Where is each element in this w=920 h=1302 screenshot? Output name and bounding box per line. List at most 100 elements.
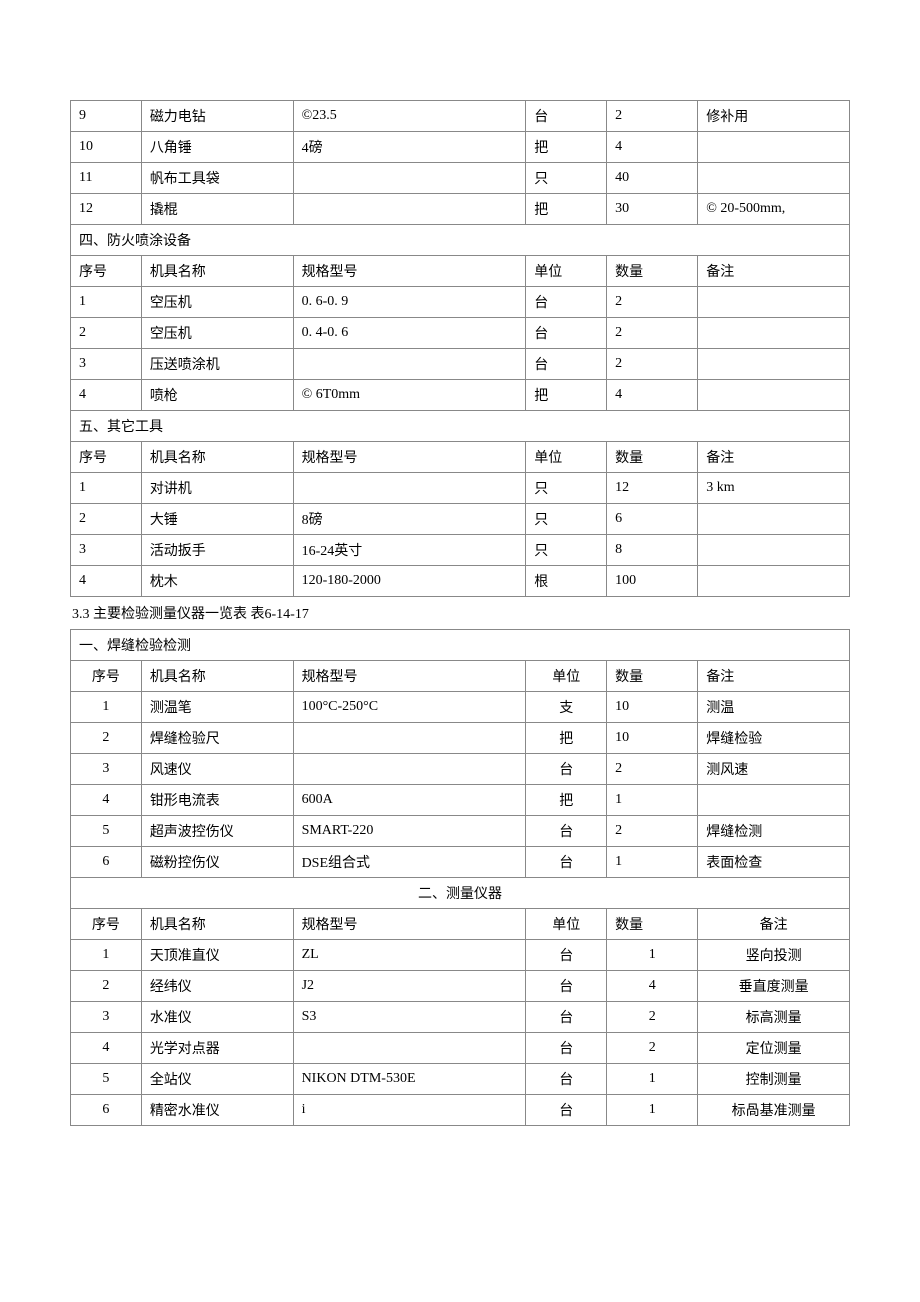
table-row: 10 八角锤 4磅 把 4 [71, 132, 850, 163]
cell-num: 1 [71, 940, 142, 971]
header-row: 序号 机具名称 规格型号 单位 数量 备注 [71, 661, 850, 692]
header-qty: 数量 [607, 909, 698, 940]
cell-name: 磁粉控伤仪 [141, 847, 293, 878]
cell-note: 表面检查 [698, 847, 850, 878]
cell-spec [293, 723, 526, 754]
cell-num: 4 [71, 785, 142, 816]
cell-spec: ©23.5 [293, 101, 526, 132]
cell-note [698, 132, 850, 163]
header-spec: 规格型号 [293, 256, 526, 287]
cell-name: 测温笔 [141, 692, 293, 723]
cell-unit: 只 [526, 535, 607, 566]
cell-note: 竖向投测 [698, 940, 850, 971]
cell-qty: 2 [607, 318, 698, 349]
cell-num: 2 [71, 971, 142, 1002]
cell-unit: 把 [526, 194, 607, 225]
cell-qty: 4 [607, 971, 698, 1002]
table-row: 4 枕木 120-180-2000 根 100 [71, 566, 850, 597]
cell-note: 标高测量 [698, 1002, 850, 1033]
cell-name: 压送喷涂机 [141, 349, 293, 380]
cell-name: 全站仪 [141, 1064, 293, 1095]
cell-unit: 把 [526, 380, 607, 411]
cell-unit: 台 [526, 1002, 607, 1033]
cell-num: 6 [71, 847, 142, 878]
cell-note: 焊缝检测 [698, 816, 850, 847]
header-note: 备注 [698, 909, 850, 940]
section-title: 四、防火喷涂设备 [71, 225, 850, 256]
table-row: 5 超声波控伤仪 SMART-220 台 2 焊缝检测 [71, 816, 850, 847]
cell-unit: 台 [526, 1033, 607, 1064]
cell-qty: 40 [607, 163, 698, 194]
cell-note: © 20-500mm, [698, 194, 850, 225]
table-row: 1 测温笔 100°C-250°C 支 10 测温 [71, 692, 850, 723]
cell-qty: 1 [607, 1064, 698, 1095]
cell-spec: © 6T0mm [293, 380, 526, 411]
cell-name: 空压机 [141, 318, 293, 349]
document-content: 9 磁力电钻 ©23.5 台 2 修补用 10 八角锤 4磅 把 4 11 帆布… [70, 100, 850, 1126]
cell-spec [293, 194, 526, 225]
table-row: 2 大锤 8磅 只 6 [71, 504, 850, 535]
cell-note: 垂直度测量 [698, 971, 850, 1002]
table-row: 3 活动扳手 16-24英寸 只 8 [71, 535, 850, 566]
cell-num: 5 [71, 1064, 142, 1095]
cell-num: 2 [71, 723, 142, 754]
header-row: 序号 机具名称 规格型号 单位 数量 备注 [71, 256, 850, 287]
cell-note: 测风速 [698, 754, 850, 785]
cell-qty: 6 [607, 504, 698, 535]
cell-note [698, 380, 850, 411]
cell-name: 撬棍 [141, 194, 293, 225]
table-row: 2 经纬仪 J2 台 4 垂直度测量 [71, 971, 850, 1002]
cell-num: 3 [71, 754, 142, 785]
header-name: 机具名称 [141, 256, 293, 287]
section-title: 二、测量仪器 [71, 878, 850, 909]
cell-name: 焊缝检验尺 [141, 723, 293, 754]
table-row: 4 光学对点器 台 2 定位测量 [71, 1033, 850, 1064]
table-row: 9 磁力电钻 ©23.5 台 2 修补用 [71, 101, 850, 132]
cell-unit: 台 [526, 971, 607, 1002]
cell-qty: 1 [607, 847, 698, 878]
header-unit: 单位 [526, 256, 607, 287]
header-spec: 规格型号 [293, 661, 526, 692]
table-row: 3 水准仪 S3 台 2 标高测量 [71, 1002, 850, 1033]
table-row: 5 全站仪 NIKON DTM-530E 台 1 控制测量 [71, 1064, 850, 1095]
cell-spec: DSE组合式 [293, 847, 526, 878]
instrument-table: 一、焊缝检验检测 序号 机具名称 规格型号 单位 数量 备注 1 测温笔 100… [70, 629, 850, 1126]
cell-unit: 台 [526, 349, 607, 380]
cell-num: 1 [71, 473, 142, 504]
cell-spec: NIKON DTM-530E [293, 1064, 526, 1095]
cell-qty: 2 [607, 101, 698, 132]
header-unit: 单位 [526, 909, 607, 940]
cell-note [698, 287, 850, 318]
table-row: 4 钳形电流表 600A 把 1 [71, 785, 850, 816]
cell-num: 6 [71, 1095, 142, 1126]
cell-unit: 台 [526, 940, 607, 971]
cell-num: 11 [71, 163, 142, 194]
cell-spec [293, 163, 526, 194]
cell-spec: 120-180-2000 [293, 566, 526, 597]
cell-name: 空压机 [141, 287, 293, 318]
header-unit: 单位 [526, 661, 607, 692]
cell-qty: 2 [607, 754, 698, 785]
section-title: 一、焊缝检验检测 [71, 630, 850, 661]
cell-name: 对讲机 [141, 473, 293, 504]
cell-qty: 12 [607, 473, 698, 504]
cell-unit: 台 [526, 1064, 607, 1095]
cell-name: 大锤 [141, 504, 293, 535]
cell-note: 定位测量 [698, 1033, 850, 1064]
cell-spec: i [293, 1095, 526, 1126]
cell-spec [293, 754, 526, 785]
cell-spec: ZL [293, 940, 526, 971]
table-row: 1 空压机 0. 6-0. 9 台 2 [71, 287, 850, 318]
cell-qty: 10 [607, 692, 698, 723]
cell-spec [293, 1033, 526, 1064]
section-header-row: 一、焊缝检验检测 [71, 630, 850, 661]
header-num: 序号 [71, 256, 142, 287]
cell-spec: SMART-220 [293, 816, 526, 847]
cell-name: 喷枪 [141, 380, 293, 411]
cell-qty: 100 [607, 566, 698, 597]
cell-qty: 1 [607, 940, 698, 971]
cell-spec: 8磅 [293, 504, 526, 535]
table-row: 12 撬棍 把 30 © 20-500mm, [71, 194, 850, 225]
cell-spec [293, 349, 526, 380]
cell-note: 3 km [698, 473, 850, 504]
